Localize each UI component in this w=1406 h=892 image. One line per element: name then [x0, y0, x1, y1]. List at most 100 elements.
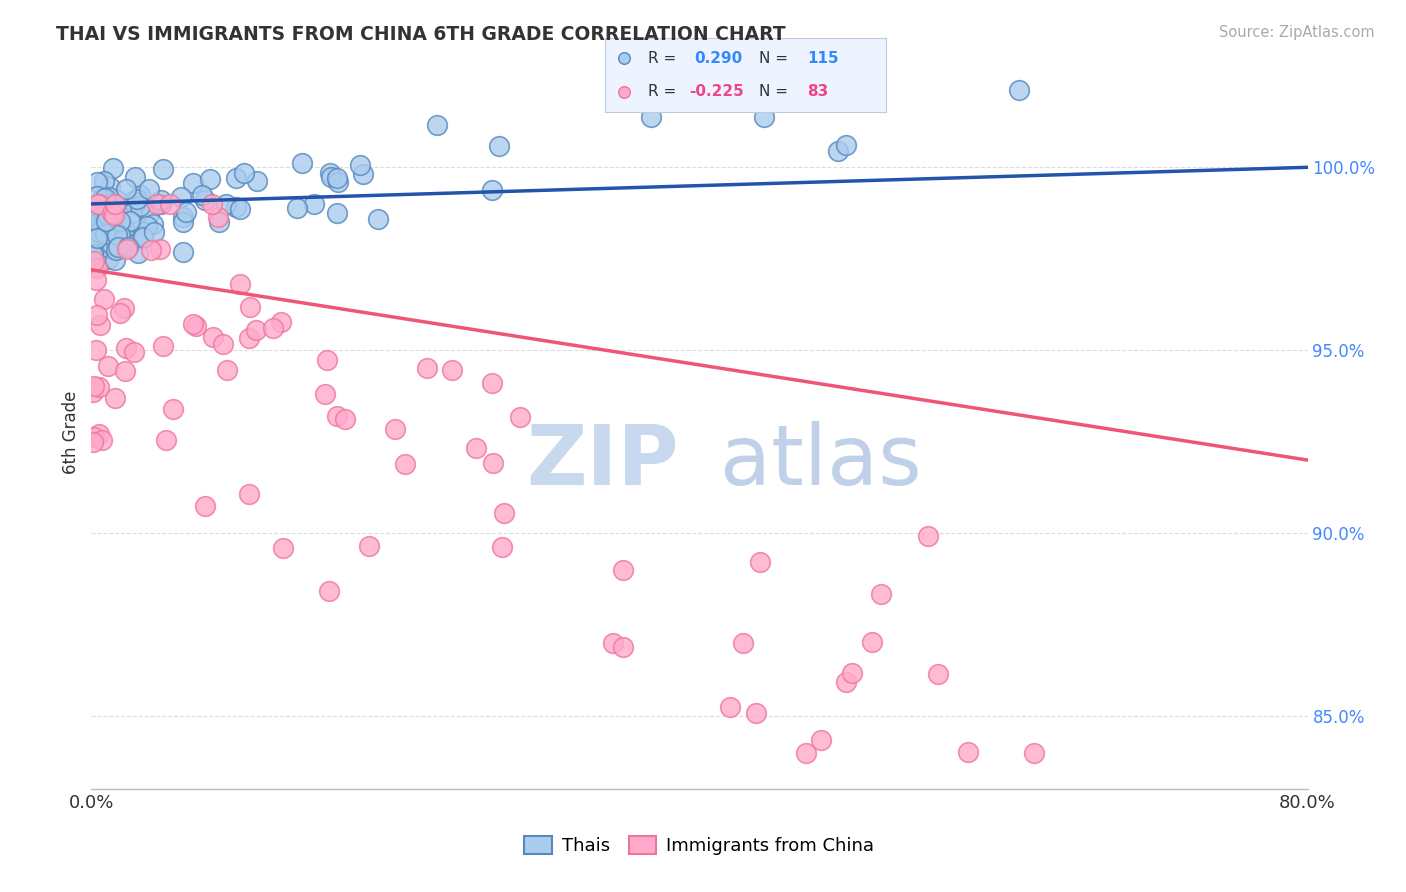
Point: [201, 197, 224, 211]
Point: [316, 352, 339, 367]
Point: [90, 212, 112, 227]
Point: [86, 308, 108, 322]
Point: [162, 401, 184, 416]
Point: [352, 167, 374, 181]
Point: [612, 563, 634, 577]
Point: [112, 220, 135, 235]
Point: [86, 260, 108, 275]
Point: [245, 322, 267, 336]
Point: [142, 217, 165, 231]
Point: [104, 197, 127, 211]
Point: [394, 457, 416, 471]
Point: [82, 248, 104, 262]
Point: [326, 174, 349, 188]
Text: N =: N =: [759, 51, 789, 66]
Legend: Thais, Immigrants from China: Thais, Immigrants from China: [517, 829, 882, 863]
Point: [96, 213, 118, 227]
Point: [87, 380, 110, 394]
Point: [83, 430, 105, 444]
Point: [212, 337, 235, 351]
Point: [98, 180, 121, 194]
Point: [190, 188, 212, 202]
Point: [215, 363, 238, 377]
Point: [426, 118, 449, 132]
Point: [1022, 746, 1045, 760]
Point: [318, 584, 340, 599]
Point: [98, 241, 121, 255]
Point: [613, 51, 636, 65]
Point: [112, 301, 135, 315]
Point: [262, 321, 284, 335]
Point: [917, 528, 939, 542]
Point: [105, 193, 128, 207]
Point: [103, 234, 125, 248]
Point: [93, 208, 115, 222]
Text: -0.225: -0.225: [689, 84, 744, 99]
Point: [122, 345, 145, 359]
Point: [285, 201, 308, 215]
Point: [83, 254, 105, 268]
Point: [82, 247, 104, 261]
Text: Source: ZipAtlas.com: Source: ZipAtlas.com: [1219, 25, 1375, 40]
Point: [1114, 53, 1136, 67]
Point: [132, 229, 155, 244]
Point: [103, 208, 125, 222]
Point: [128, 198, 150, 212]
Point: [84, 213, 107, 227]
Point: [225, 171, 247, 186]
Point: [152, 162, 174, 177]
Point: [225, 200, 247, 214]
Point: [602, 636, 624, 650]
Point: [105, 227, 128, 242]
Point: [246, 174, 269, 188]
Point: [124, 169, 146, 184]
Point: [104, 391, 127, 405]
Point: [108, 214, 131, 228]
Point: [956, 745, 979, 759]
Point: [613, 85, 636, 99]
Point: [290, 155, 312, 169]
Point: [208, 215, 231, 229]
Point: [835, 137, 858, 152]
Point: [860, 635, 883, 649]
Point: [89, 197, 111, 211]
Text: R =: R =: [648, 51, 676, 66]
Point: [97, 252, 120, 266]
Point: [325, 206, 347, 220]
Point: [94, 219, 117, 234]
Point: [640, 110, 662, 124]
Point: [104, 253, 127, 268]
Point: [87, 197, 110, 211]
Point: [93, 174, 115, 188]
Point: [229, 277, 252, 292]
Point: [841, 666, 863, 681]
Point: [103, 161, 125, 175]
Point: [215, 196, 238, 211]
Point: [97, 190, 120, 204]
Point: [146, 197, 169, 211]
Point: [481, 183, 503, 197]
Point: [107, 242, 129, 256]
Point: [302, 197, 325, 211]
Point: [509, 410, 531, 425]
Point: [155, 434, 177, 448]
Point: [718, 700, 741, 714]
Point: [125, 192, 148, 206]
Point: [270, 315, 292, 329]
Point: [238, 487, 260, 501]
Point: [84, 273, 107, 287]
Point: [110, 306, 132, 320]
Point: [110, 219, 132, 233]
Text: 115: 115: [807, 51, 838, 66]
Point: [138, 206, 160, 220]
Point: [91, 433, 114, 447]
Point: [194, 193, 217, 207]
Point: [159, 197, 181, 211]
Point: [90, 191, 112, 205]
Point: [835, 674, 858, 689]
Text: atlas: atlas: [720, 421, 922, 501]
Point: [83, 379, 105, 393]
Point: [481, 376, 503, 390]
Point: [239, 300, 262, 314]
Point: [319, 166, 342, 180]
